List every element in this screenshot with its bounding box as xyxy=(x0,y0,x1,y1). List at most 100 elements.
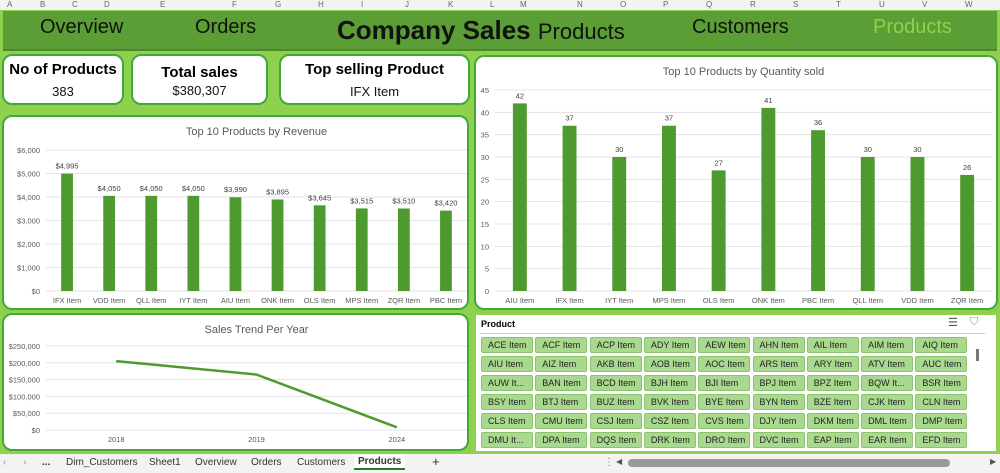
slicer-item[interactable]: EFD Item xyxy=(915,432,968,448)
column-header[interactable]: H xyxy=(318,0,324,9)
slicer-item[interactable]: ADY Item xyxy=(643,337,696,353)
slicer-item[interactable]: AIU Item xyxy=(481,356,533,372)
slicer-item[interactable]: AHN Item xyxy=(752,337,805,353)
column-header[interactable]: K xyxy=(448,0,454,9)
slicer-item[interactable]: BJI Item xyxy=(698,375,751,391)
slicer-item[interactable]: BQW It... xyxy=(861,375,914,391)
slicer-item[interactable]: ARY Item xyxy=(806,356,859,372)
column-header[interactable]: F xyxy=(232,0,237,9)
column-header[interactable]: S xyxy=(793,0,799,9)
column-header[interactable]: O xyxy=(620,0,627,9)
clear-filter-icon[interactable]: ⛉ xyxy=(970,316,979,328)
scroll-right-arrow-icon[interactable]: ▶ xyxy=(990,457,997,466)
column-header[interactable]: T xyxy=(836,0,841,9)
slicer-item[interactable]: AKB Item xyxy=(589,356,642,372)
slicer-item[interactable]: AEW Item xyxy=(698,337,751,353)
slicer-item[interactable]: ATV Item xyxy=(861,356,914,372)
slicer-item[interactable]: CMU Item xyxy=(535,413,588,429)
slicer-item[interactable]: DVC Item xyxy=(752,432,805,448)
slicer-item[interactable]: BAN Item xyxy=(535,375,588,391)
slicer-item[interactable]: CSZ Item xyxy=(643,413,696,429)
column-header[interactable]: E xyxy=(160,0,166,9)
column-header[interactable]: A xyxy=(7,0,13,9)
slicer-item[interactable]: AOC Item xyxy=(698,356,751,372)
slicer-item[interactable]: AIQ Item xyxy=(915,337,968,353)
slicer-item[interactable]: BZE Item xyxy=(806,394,859,410)
slicer-item[interactable]: BCD Item xyxy=(589,375,642,391)
slicer-scrollbar[interactable] xyxy=(976,349,979,361)
column-header[interactable]: C xyxy=(72,0,78,9)
more-sheets-button[interactable]: ... xyxy=(42,457,51,468)
slicer-item[interactable]: EAR Item xyxy=(861,432,914,448)
slicer-item[interactable]: DKM Item xyxy=(806,413,859,429)
slicer-item[interactable]: AUW It... xyxy=(481,375,533,391)
slicer-item[interactable]: BUZ Item xyxy=(589,394,642,410)
slicer-item[interactable]: DRO Item xyxy=(698,432,751,448)
tab-products[interactable]: Products xyxy=(354,455,406,470)
trend-chart-card[interactable]: Sales Trend Per Year $0 $50,000 $100,000 $15… xyxy=(2,313,469,451)
column-header[interactable]: D xyxy=(104,0,110,9)
slicer-item[interactable]: ACP Item xyxy=(589,337,642,353)
slicer-item[interactable]: BYE Item xyxy=(698,394,751,410)
tab-orders[interactable]: Orders xyxy=(251,457,282,468)
column-header[interactable]: P xyxy=(663,0,669,9)
column-header[interactable]: N xyxy=(577,0,583,9)
scroll-left-icon[interactable]: ‹ xyxy=(3,457,7,468)
column-header[interactable]: R xyxy=(750,0,756,9)
column-header[interactable]: Q xyxy=(706,0,713,9)
slicer-item[interactable]: CVS Item xyxy=(698,413,751,429)
slicer-item[interactable]: DML Item xyxy=(861,413,914,429)
slicer-item[interactable]: AIM Item xyxy=(861,337,914,353)
slicer-item[interactable]: BTJ Item xyxy=(535,394,588,410)
nav-overview[interactable]: Overview xyxy=(40,16,124,38)
quantity-chart-card[interactable]: Top 10 Products by Quantity sold 0 5 10 15 20… xyxy=(474,55,998,310)
revenue-chart-card[interactable]: Top 10 Products by Revenue $0 $1,000 $2,000… xyxy=(2,115,469,310)
slicer-item[interactable]: BSR Item xyxy=(915,375,968,391)
slicer-item[interactable]: BPZ Item xyxy=(806,375,859,391)
horizontal-scrollbar[interactable] xyxy=(628,459,950,467)
add-sheet-button[interactable]: + xyxy=(432,454,440,469)
slicer-item[interactable]: BJH Item xyxy=(643,375,696,391)
slicer-item[interactable]: DRK Item xyxy=(643,432,696,448)
multi-select-icon[interactable]: ☰ xyxy=(948,317,958,329)
slicer-item[interactable]: ACE Item xyxy=(481,337,533,353)
tab-customers[interactable]: Customers xyxy=(297,457,346,468)
scroll-right-icon[interactable]: › xyxy=(23,457,27,468)
column-header[interactable]: L xyxy=(490,0,495,9)
slicer-item[interactable]: AOB Item xyxy=(643,356,696,372)
column-header[interactable]: U xyxy=(879,0,885,9)
slicer-item[interactable]: CJK Item xyxy=(861,394,914,410)
slicer-item[interactable]: AIL Item xyxy=(806,337,859,353)
scroll-left-arrow-icon[interactable]: ◀ xyxy=(616,457,623,466)
slicer-item[interactable]: CLS Item xyxy=(481,413,533,429)
slicer-item[interactable]: DPA Item xyxy=(535,432,588,448)
column-header[interactable]: I xyxy=(361,0,364,9)
tabs-splitter[interactable]: ⋮ xyxy=(604,457,614,468)
slicer-item[interactable]: DQS Item xyxy=(589,432,642,448)
tab-dim-customers[interactable]: Dim_Customers xyxy=(66,457,138,468)
tab-overview[interactable]: Overview xyxy=(195,457,237,468)
slicer-item[interactable]: BYN Item xyxy=(752,394,805,410)
column-header[interactable]: J xyxy=(405,0,409,9)
nav-customers[interactable]: Customers xyxy=(692,16,789,38)
column-header[interactable]: M xyxy=(520,0,527,9)
slicer-item[interactable]: BSY Item xyxy=(481,394,533,410)
slicer-item[interactable]: BPJ Item xyxy=(752,375,805,391)
slicer-item[interactable]: DJY Item xyxy=(752,413,805,429)
slicer-item[interactable]: BVK Item xyxy=(643,394,696,410)
slicer-item[interactable]: DMU It... xyxy=(481,432,533,448)
slicer-item[interactable]: AIZ Item xyxy=(535,356,588,372)
slicer-item[interactable]: CLN Item xyxy=(915,394,968,410)
column-header[interactable]: W xyxy=(965,0,973,9)
column-header[interactable]: V xyxy=(922,0,928,9)
tab-sheet1[interactable]: Sheet1 xyxy=(149,457,181,468)
slicer-item[interactable]: EAP Item xyxy=(806,432,859,448)
slicer-item[interactable]: ARS Item xyxy=(752,356,805,372)
slicer-item[interactable]: DMP Item xyxy=(915,413,968,429)
slicer-item[interactable]: CSJ Item xyxy=(589,413,642,429)
column-header[interactable]: G xyxy=(275,0,282,9)
column-header[interactable]: B xyxy=(40,0,46,9)
slicer-item[interactable]: ACF Item xyxy=(535,337,588,353)
nav-orders[interactable]: Orders xyxy=(195,16,257,38)
slicer-item[interactable]: AUC Item xyxy=(915,356,968,372)
